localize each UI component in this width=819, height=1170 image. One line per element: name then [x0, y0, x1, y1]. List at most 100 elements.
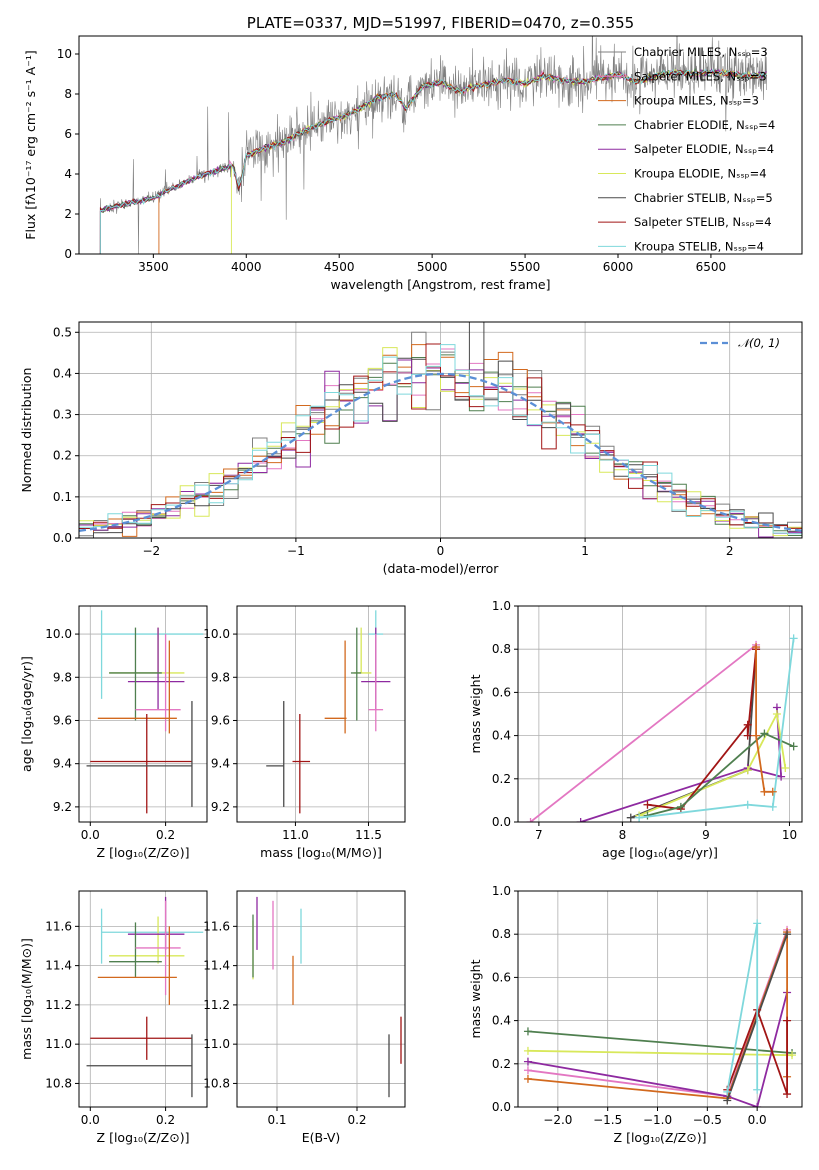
weight-point-marker — [753, 1085, 762, 1094]
weight-point-marker — [743, 766, 752, 775]
y-tick-label: 0.0 — [492, 815, 511, 829]
mass-vs-extinction-panel: 0.1 0.2 10.8 11.0 11.2 11.4 11.6 E(B-V) — [203, 890, 406, 1145]
x-tick-label: 8 — [619, 828, 627, 842]
x-tick-label: 9 — [702, 828, 710, 842]
weight-point-marker — [743, 720, 752, 729]
y-tick-label: 0.0 — [53, 531, 72, 545]
data-point — [127, 627, 185, 710]
y-tick-label: 1.0 — [492, 599, 511, 613]
plot-area — [86, 610, 204, 814]
weight-point-marker — [783, 1090, 792, 1099]
mass-vs-metallicity-panel: 0.0 0.2 10.8 11.0 11.2 11.4 11.6 Z [log₁₀(Z/Z⊙)… — [19, 890, 208, 1145]
weight-series-line — [529, 644, 757, 822]
y-tick-label: 0.4 — [53, 366, 72, 380]
x-axis-label: Z [log₁₀(Z/Z⊙)] — [614, 1130, 707, 1145]
x-tick-label: 4000 — [231, 260, 262, 274]
y-tick-label: 1.0 — [492, 884, 511, 898]
residuals-panel: −2 −1 0 1 2 0.0 0.1 0.2 0.3 0.4 0.5 (data-model)/er… — [19, 321, 803, 576]
plot-area — [266, 610, 391, 814]
y-tick-label: 11.4 — [45, 959, 72, 973]
data-point — [90, 714, 192, 814]
x-tick-label: 5000 — [417, 260, 448, 274]
weight-point-marker — [753, 919, 762, 928]
weight-series-line — [647, 649, 757, 810]
x-tick-label: 2 — [726, 544, 734, 558]
y-tick-label: 11.4 — [203, 959, 230, 973]
histogram-series — [79, 347, 802, 537]
y-tick-label: 0.8 — [492, 642, 511, 656]
y-axis-label: age [log₁₀(age/yr)] — [19, 656, 34, 772]
x-axis-label: mass [log₁₀(M/M⊙)] — [260, 845, 382, 860]
x-tick-label: 0.0 — [748, 1113, 767, 1127]
weight-series-line — [527, 1049, 793, 1057]
x-tick-label: −1 — [287, 544, 305, 558]
y-tick-label: 11.6 — [203, 919, 230, 933]
legend-entry: Salpeter STELIB, Nₛₛₚ=4 — [634, 215, 772, 229]
axes-frame — [236, 605, 406, 823]
y-tick-label: 0.8 — [492, 927, 511, 941]
y-tick-label: 10.0 — [203, 627, 230, 641]
data-point — [90, 1016, 192, 1060]
data-point — [97, 926, 177, 1005]
y-tick-label: 9.8 — [211, 670, 230, 684]
y-axis-label: Normed distribution — [19, 368, 34, 493]
x-tick-label: 5500 — [510, 260, 541, 274]
weight-point-marker — [676, 802, 685, 811]
x-tick-label: 6000 — [603, 260, 634, 274]
weight-point-marker — [789, 742, 798, 751]
weight-series-line — [580, 707, 783, 822]
y-tick-label: 0.5 — [53, 325, 72, 339]
legend-entry: 𝒩(0, 1) — [738, 336, 780, 350]
legend: 𝒩(0, 1) — [700, 336, 780, 350]
y-axis-label: Flux [fλ10⁻¹⁷ erg cm⁻² s⁻¹ A⁻¹] — [23, 50, 38, 239]
y-tick-label: 9.2 — [211, 800, 230, 814]
data-point — [86, 701, 193, 807]
weight-series-line — [638, 638, 795, 819]
age-vs-metallicity-panel: 0.0 0.2 9.2 9.4 9.6 9.8 10.0 Z [log₁₀(Z/Z⊙)] age… — [19, 605, 208, 860]
axes-frame — [78, 35, 803, 255]
legend-entry: Chabrier STELIB, Nₛₛₚ=5 — [634, 191, 773, 205]
weight-point-marker — [743, 731, 752, 740]
x-tick-label: −1.0 — [643, 1113, 672, 1127]
x-axis-label: (data-model)/error — [383, 561, 500, 576]
x-tick-label: 0.0 — [81, 1113, 100, 1127]
y-tick-label: 11.2 — [45, 998, 72, 1012]
x-tick-label: 0 — [437, 544, 445, 558]
y-tick-label: 6 — [64, 127, 72, 141]
legend-entry: Kroupa MILES, Nₛₛₚ=3 — [634, 94, 759, 108]
weight-point-marker — [768, 787, 777, 796]
mass-weight-vs-metallicity-panel: −2.0 −1.5 −1.0 −0.5 0.0 0.0 0.2 0.4 0.6 0.8 1.0 Z [… — [468, 884, 803, 1145]
weight-point-marker — [760, 787, 769, 796]
x-tick-label: 0.2 — [156, 1113, 175, 1127]
spectrum-panel: 3500 4000 4500 5000 5500 6000 6500 0 2 4 6 8 10 wavel… — [23, 14, 803, 292]
weight-series-line — [726, 923, 759, 1093]
y-tick-label: 9.4 — [211, 757, 230, 771]
weight-series-line — [638, 711, 787, 817]
data-point — [100, 610, 204, 699]
x-tick-label: −2.0 — [543, 1113, 572, 1127]
legend-entry: Salpeter MILES, Nₛₛₚ=3 — [634, 69, 767, 83]
y-tick-label: 9.6 — [211, 713, 230, 727]
spectrum-series-line — [99, 68, 767, 254]
weight-point-marker — [523, 1046, 532, 1055]
y-tick-label: 9.8 — [53, 670, 72, 684]
y-tick-label: 0.2 — [53, 449, 72, 463]
x-tick-label: 3500 — [138, 260, 169, 274]
x-axis-label: Z [log₁₀(Z/Z⊙)] — [97, 1130, 190, 1145]
weight-point-marker — [523, 1074, 532, 1083]
plot-area — [252, 896, 402, 1098]
weight-point-marker — [789, 634, 798, 643]
data-point — [97, 640, 177, 734]
x-tick-label: 6500 — [696, 260, 727, 274]
data-point — [324, 640, 347, 734]
legend-entry: Kroupa ELODIE, Nₛₛₚ=4 — [634, 167, 767, 181]
legend-entry: Kroupa STELIB, Nₛₛₚ=4 — [634, 239, 764, 253]
data-point — [135, 634, 181, 732]
data-point — [135, 900, 181, 996]
histogram-series — [79, 344, 802, 535]
weight-point-marker — [576, 818, 585, 822]
plot-area — [526, 634, 798, 822]
weight-point-marker — [788, 1051, 797, 1060]
x-axis-label: Z [log₁₀(Z/Z⊙)] — [97, 845, 190, 860]
